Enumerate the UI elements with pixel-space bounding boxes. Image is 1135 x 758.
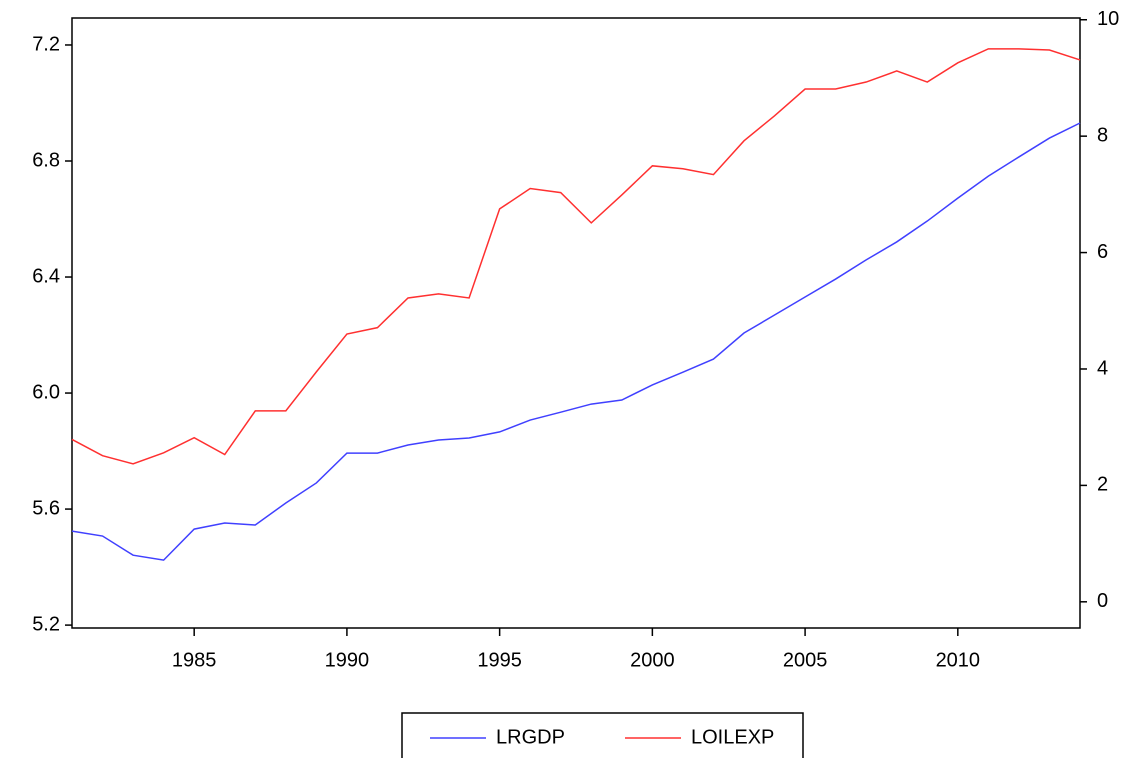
- y2-tick-label: 2: [1097, 474, 1108, 496]
- series-line: [71, 48, 1081, 465]
- legend-label: LRGDP: [496, 726, 565, 748]
- y2-tick-label: 10: [1097, 8, 1119, 30]
- y2-tick-label: 8: [1097, 124, 1108, 146]
- y-tick-label: 6.0: [32, 381, 60, 403]
- legend-label: LOILEXP: [691, 726, 774, 748]
- series-line: [71, 122, 1081, 561]
- y-tick-label: 6.4: [32, 265, 60, 287]
- x-tick-label: 2000: [630, 649, 675, 671]
- x-tick-label: 1995: [477, 649, 522, 671]
- legend-box: [401, 712, 804, 758]
- x-tick-label: 2005: [783, 649, 828, 671]
- x-tick-label: 2010: [936, 649, 981, 671]
- legend: LRGDP LOILEXP: [401, 712, 804, 758]
- x-tick-label: 1990: [325, 649, 370, 671]
- x-tick-label: 1985: [172, 649, 217, 671]
- y2-tick-label: 4: [1097, 357, 1108, 379]
- y2-tick-label: 6: [1097, 241, 1108, 263]
- y-tick-label: 6.8: [32, 149, 60, 171]
- y2-tick-label: 0: [1097, 590, 1108, 612]
- y-tick-label: 5.2: [32, 613, 60, 635]
- plot-frame: [71, 17, 1081, 629]
- y-tick-label: 7.2: [32, 33, 60, 55]
- y-tick-label: 5.6: [32, 497, 60, 519]
